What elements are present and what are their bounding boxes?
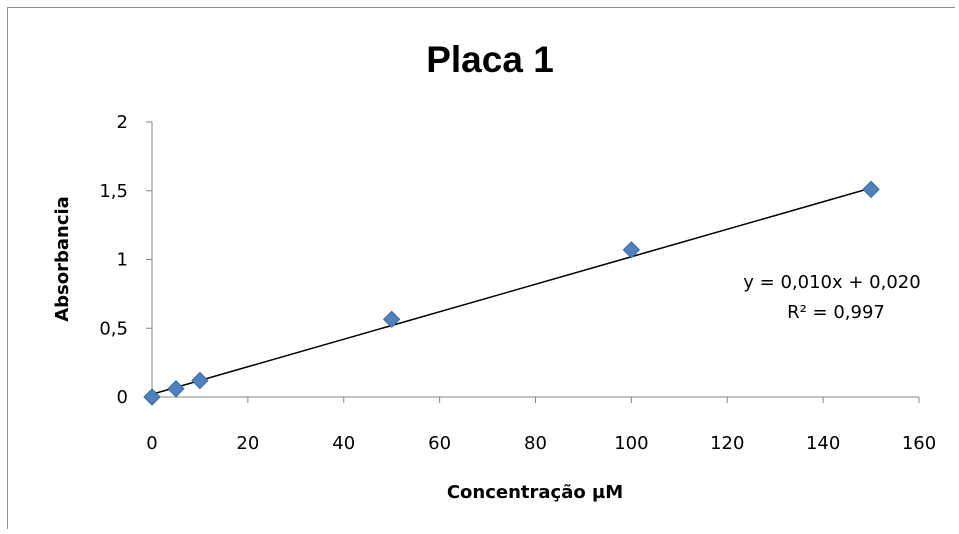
axes [146, 121, 920, 403]
x-tick-label: 140 [806, 433, 840, 454]
x-tick-label: 120 [710, 433, 744, 454]
data-point [191, 371, 209, 390]
trendline-group [151, 187, 872, 395]
chart-title: Placa 1 [426, 39, 554, 80]
x-tick-label: 60 [428, 433, 451, 454]
y-tick-label: 2 [117, 112, 128, 133]
y-tick-label: 0,5 [99, 318, 128, 339]
trendline-equation: y = 0,010x + 0,020 [743, 272, 920, 293]
x-tick-label: 160 [902, 433, 936, 454]
data-point [382, 310, 401, 329]
data-point [143, 388, 161, 406]
x-tick-labels: 0 20 40 60 80 100 120 140 160 [146, 433, 936, 454]
data-point [622, 241, 641, 259]
x-tick-label: 0 [146, 433, 157, 454]
data-point [167, 380, 185, 398]
x-tick-label: 80 [524, 433, 547, 454]
y-axis-label: Absorbancia [52, 196, 73, 322]
data-point [862, 180, 880, 199]
y-tick-label: 1 [117, 250, 128, 271]
x-tick-label: 40 [332, 433, 355, 454]
x-axis-label: Concentração µM [447, 482, 623, 503]
y-tick-labels: 0 0,5 1 1,5 2 [99, 112, 128, 408]
trendline [151, 187, 872, 395]
y-tick-label: 1,5 [99, 181, 128, 202]
x-tick-label: 100 [614, 433, 648, 454]
y-tick-label: 0 [117, 387, 128, 408]
trendline-r2: R² = 0,997 [787, 302, 885, 323]
data-points [143, 180, 880, 406]
x-tick-label: 20 [236, 433, 259, 454]
chart-frame [7, 7, 955, 529]
